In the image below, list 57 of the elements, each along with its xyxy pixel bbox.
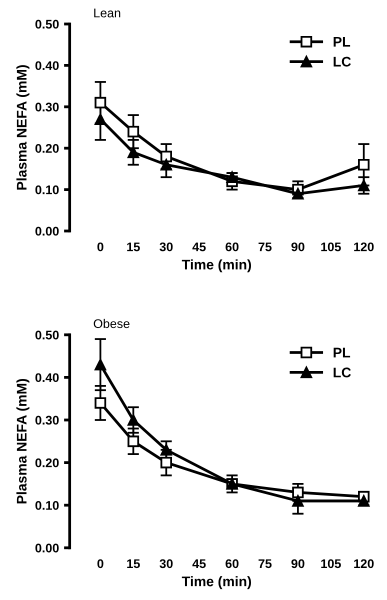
x-tick-label: 120 xyxy=(354,559,374,568)
x-tick-label: 75 xyxy=(258,559,272,568)
point xyxy=(94,96,106,108)
x-tick-label: 45 xyxy=(192,242,206,252)
x-tick-label: 75 xyxy=(258,242,272,252)
y-tick-label: 0.30 xyxy=(35,102,59,112)
y-tick-label: 0.10 xyxy=(35,501,59,510)
y-tick-label: 0.20 xyxy=(35,144,59,153)
point xyxy=(358,180,370,192)
point xyxy=(128,436,140,448)
y-tick-label: 0.20 xyxy=(35,458,59,468)
x-tick-label: 60 xyxy=(226,559,239,568)
x-tick-label: 45 xyxy=(192,559,206,568)
x-tick-label: 30 xyxy=(160,242,173,252)
point xyxy=(292,486,304,498)
y-tick-label: 0.50 xyxy=(35,20,59,29)
point xyxy=(358,158,370,171)
point xyxy=(128,146,140,158)
x-tick-label: 0 xyxy=(97,242,104,252)
x-tick-label: 60 xyxy=(226,242,239,252)
legend-label: PL xyxy=(334,348,350,358)
point xyxy=(94,113,106,125)
point xyxy=(160,444,172,456)
y-tick-label: 0.30 xyxy=(35,416,59,425)
x-axis-title: Time (min) xyxy=(182,259,252,272)
x-tick-label: 0 xyxy=(97,559,104,568)
point xyxy=(160,456,172,468)
x-tick-label: 90 xyxy=(291,559,304,568)
chart-title: Lean xyxy=(94,8,120,18)
y-axis-title: Plasma NEFA (mM) xyxy=(16,378,30,504)
y-tick-label: 0.50 xyxy=(35,330,59,340)
x-axis-title: Time (min) xyxy=(182,576,252,590)
x-tick-label: 90 xyxy=(291,242,304,252)
x-tick-label: 120 xyxy=(354,242,374,252)
point xyxy=(160,150,172,162)
x-tick-label: 15 xyxy=(127,242,140,252)
y-tick-label: 0.00 xyxy=(35,544,59,552)
point xyxy=(160,158,172,171)
point xyxy=(94,358,106,370)
x-tick-label: 30 xyxy=(160,559,173,568)
point xyxy=(292,495,304,507)
y-tick-label: 0.10 xyxy=(35,185,59,194)
y-tick-label: 0.40 xyxy=(35,61,59,70)
x-tick-label: 105 xyxy=(321,242,341,252)
x-tick-label: 15 xyxy=(127,559,140,568)
legend-label: PL xyxy=(334,37,350,47)
point xyxy=(358,495,370,507)
y-axis-title: Plasma NEFA (mM) xyxy=(16,65,30,190)
legend-label: LC xyxy=(334,368,351,378)
point xyxy=(128,126,140,138)
point xyxy=(128,414,140,426)
y-tick-label: 0.40 xyxy=(35,373,59,382)
y-tick-label: 0.00 xyxy=(35,226,59,236)
legend-label: LC xyxy=(334,56,351,67)
x-tick-label: 105 xyxy=(321,559,341,568)
point xyxy=(94,397,106,409)
chart-title: Obese xyxy=(94,318,130,328)
